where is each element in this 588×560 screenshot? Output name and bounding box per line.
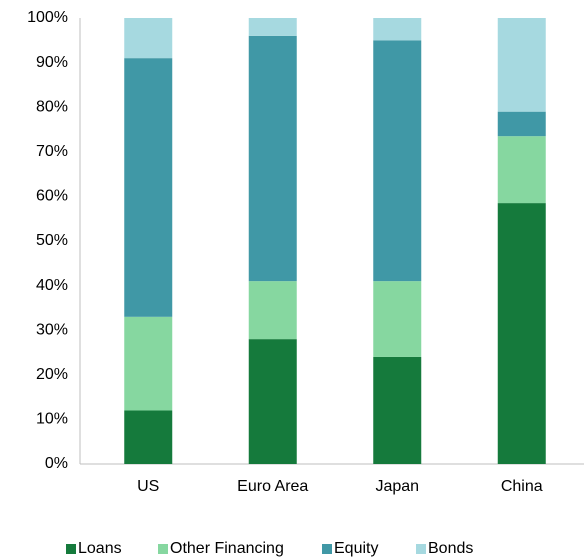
x-tick-label: Euro Area [237, 478, 308, 495]
bar-segment [124, 58, 173, 317]
y-tick-label: 60% [36, 188, 68, 205]
y-tick-label: 70% [36, 143, 68, 160]
legend-label: Equity [334, 540, 378, 557]
bar-segment [248, 339, 297, 464]
bar-segment [497, 111, 546, 137]
x-tick-label: US [137, 478, 159, 495]
y-tick-label: 20% [36, 366, 68, 383]
y-tick-label: 0% [45, 455, 68, 472]
bar-segment [124, 410, 173, 464]
legend-swatch [158, 544, 168, 554]
bar-segment [248, 35, 297, 282]
bar-segment [373, 281, 422, 357]
bar-segment [497, 18, 546, 112]
x-tick-label: Japan [375, 478, 419, 495]
legend-swatch [322, 544, 332, 554]
bar-segment [124, 316, 173, 411]
bar-segment [373, 40, 422, 282]
bar-segment [373, 356, 422, 464]
legend-swatch [66, 544, 76, 554]
bar-segment [373, 18, 422, 41]
y-tick-label: 80% [36, 98, 68, 115]
y-tick-label: 90% [36, 54, 68, 71]
legend-label: Bonds [428, 540, 473, 557]
x-tick-label: China [501, 478, 543, 495]
bar-segment [248, 281, 297, 340]
y-tick-label: 10% [36, 411, 68, 428]
bar-segment [124, 18, 173, 59]
legend-label: Loans [78, 540, 122, 557]
y-tick-label: 100% [27, 9, 68, 26]
y-tick-label: 30% [36, 321, 68, 338]
legend-swatch [416, 544, 426, 554]
y-tick-label: 50% [36, 232, 68, 249]
bar-segment [248, 18, 297, 36]
y-tick-label: 40% [36, 277, 68, 294]
legend-label: Other Financing [170, 540, 284, 557]
bar-segment [497, 136, 546, 204]
bar-segment [497, 203, 546, 464]
